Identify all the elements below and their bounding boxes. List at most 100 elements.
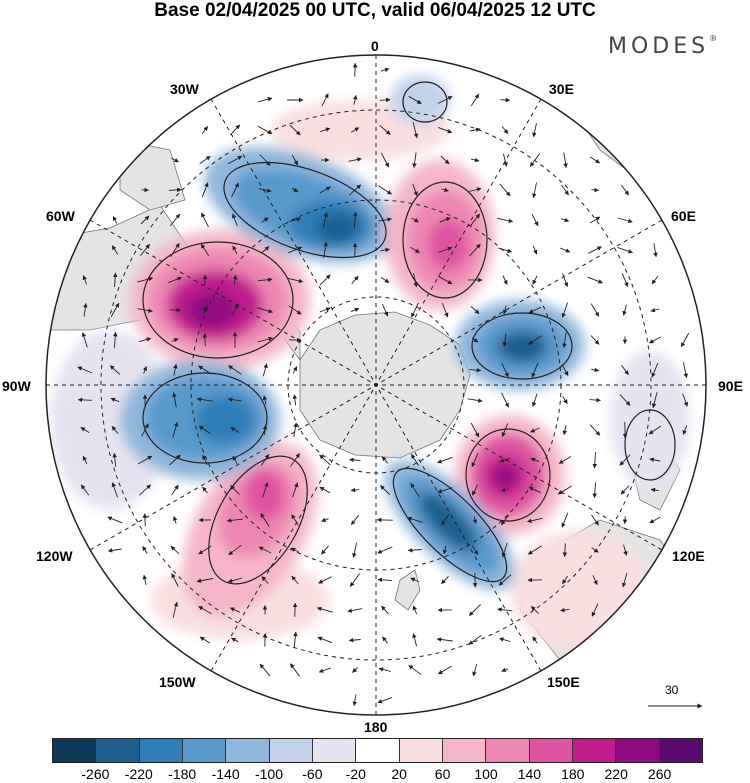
wind-vector-arrow: [380, 247, 390, 253]
wind-vector-arrow: [350, 515, 360, 526]
wind-vector-arrow: [378, 667, 392, 672]
wind-vector-arrow: [470, 422, 480, 438]
wind-vector-arrow: [562, 396, 568, 404]
wind-vector-arrow: [201, 126, 209, 134]
wind-vector-arrow: [651, 362, 659, 378]
wind-vector-arrow: [142, 365, 148, 374]
anomaly-core: [318, 214, 358, 242]
wind-vector-arrow: [319, 186, 331, 194]
brand-text: MODES: [608, 34, 710, 59]
colorbar-swatch: [225, 739, 269, 762]
wind-vector-arrow: [83, 302, 88, 317]
colorbar-swatch: [398, 739, 442, 762]
wind-vector-arrow: [350, 487, 359, 493]
colorbar-tick-label: 140: [517, 766, 542, 782]
wind-vector-arrow: [591, 367, 600, 373]
wind-vector-arrow: [227, 397, 242, 402]
wind-vector-arrow: [591, 514, 599, 526]
wind-vector-arrow: [440, 155, 450, 165]
wind-vector-arrow: [468, 604, 482, 616]
wind-vector-arrow: [77, 366, 93, 374]
wind-vector-arrow: [502, 275, 508, 285]
wind-vector-arrow: [589, 424, 601, 436]
wind-vector-arrow: [142, 546, 148, 554]
wind-vector-arrow: [111, 425, 119, 434]
wind-vector-arrow: [501, 423, 509, 438]
colorbar-swatch: [528, 739, 572, 762]
wind-vector-arrow: [170, 545, 180, 555]
wind-vector-arrow: [532, 636, 538, 644]
wind-vector-arrow: [348, 184, 362, 196]
wind-vector-arrow: [349, 457, 361, 463]
contour-lines: [142, 81, 676, 585]
map-boundary: [45, 54, 707, 716]
wind-vector-arrow: [497, 607, 513, 612]
wind-vector-arrow: [437, 96, 453, 104]
colorbar-swatch: [571, 739, 616, 762]
wind-vector-arrow: [591, 187, 599, 193]
wind-vector-arrow: [499, 637, 511, 642]
wind-vector-arrow: [380, 485, 390, 495]
wind-vector-arrow: [292, 394, 298, 406]
wind-vector-arrow: [317, 636, 333, 644]
wind-vector-arrow: [172, 515, 178, 524]
wind-vector-arrow: [532, 275, 538, 285]
wind-vector-arrow: [201, 212, 209, 228]
colorbar-ticks: -260 -220 -180 -140 -100 -60 -20 20 60 100 140 180 2…: [0, 765, 750, 783]
wind-vector-arrow: [112, 272, 118, 288]
wind-vector-arrow: [650, 307, 660, 313]
colorbar-swatch: [658, 739, 702, 762]
wind-vector-arrow: [110, 302, 120, 318]
map-title: Base 02/04/2025 00 UTC, valid 06/04/2025…: [154, 0, 596, 21]
wind-vector-arrow: [437, 246, 453, 253]
wind-vector-arrow: [559, 247, 571, 253]
wind-vector-arrow: [621, 273, 629, 288]
wind-vector-arrow: [472, 516, 478, 525]
wind-vector-arrow: [289, 217, 301, 223]
wind-vector-arrow: [171, 338, 179, 343]
wind-vector-arrow: [258, 188, 272, 193]
wind-vector-arrow: [227, 577, 242, 583]
wind-vector-arrow: [172, 421, 179, 438]
wind-vector-arrow: [469, 243, 481, 257]
wind-vector-arrow: [171, 573, 179, 587]
wind-vector-arrow: [107, 516, 123, 524]
wind-vector-arrow: [589, 397, 601, 403]
wind-vector-arrow: [472, 484, 478, 496]
wind-vector-arrow: [530, 457, 540, 463]
wind-vector-arrow: [472, 663, 478, 677]
wind-vector-arrow: [290, 547, 299, 553]
wind-vector-arrow: [592, 575, 598, 586]
wind-vector-arrow: [589, 216, 601, 224]
colorbar-tick-label: -260: [81, 766, 110, 782]
positive-anomaly-indian-east: [455, 415, 565, 535]
colorbar-swatch: [181, 739, 226, 762]
colorbar-swatch: [355, 739, 399, 762]
wind-vector-arrow: [169, 454, 181, 466]
wind-vector-arrow: [319, 454, 331, 466]
wind-vector-arrow: [682, 362, 688, 379]
wind-vector-arrow: [561, 302, 569, 318]
wind-vector-arrow: [437, 275, 453, 285]
contour: [392, 467, 508, 583]
wind-vector-arrow: [682, 425, 688, 435]
contour: [465, 428, 551, 522]
wind-vector-arrow: [437, 487, 453, 494]
wind-vector-arrow: [231, 182, 239, 198]
wind-vector-arrow: [291, 187, 299, 193]
wind-vector-arrow: [380, 277, 390, 283]
wind-vector-arrow: [467, 398, 483, 403]
wind-vector-arrow: [352, 62, 358, 77]
wind-vector-arrow: [437, 456, 453, 464]
colorbar-swatch: [53, 739, 96, 762]
wind-vector-arrow: [469, 213, 481, 227]
wind-vector-arrow: [412, 633, 418, 647]
wind-vector-arrow: [137, 276, 154, 283]
wind-vector-arrow: [651, 392, 658, 409]
wind-vector-arrow: [558, 456, 572, 464]
colorbar-swatch: [268, 739, 312, 762]
wind-vector-arrow: [470, 93, 480, 107]
wind-vector-arrow: [498, 574, 512, 586]
wind-vector-arrow: [319, 307, 331, 313]
wind-vector-arrow: [260, 513, 270, 527]
